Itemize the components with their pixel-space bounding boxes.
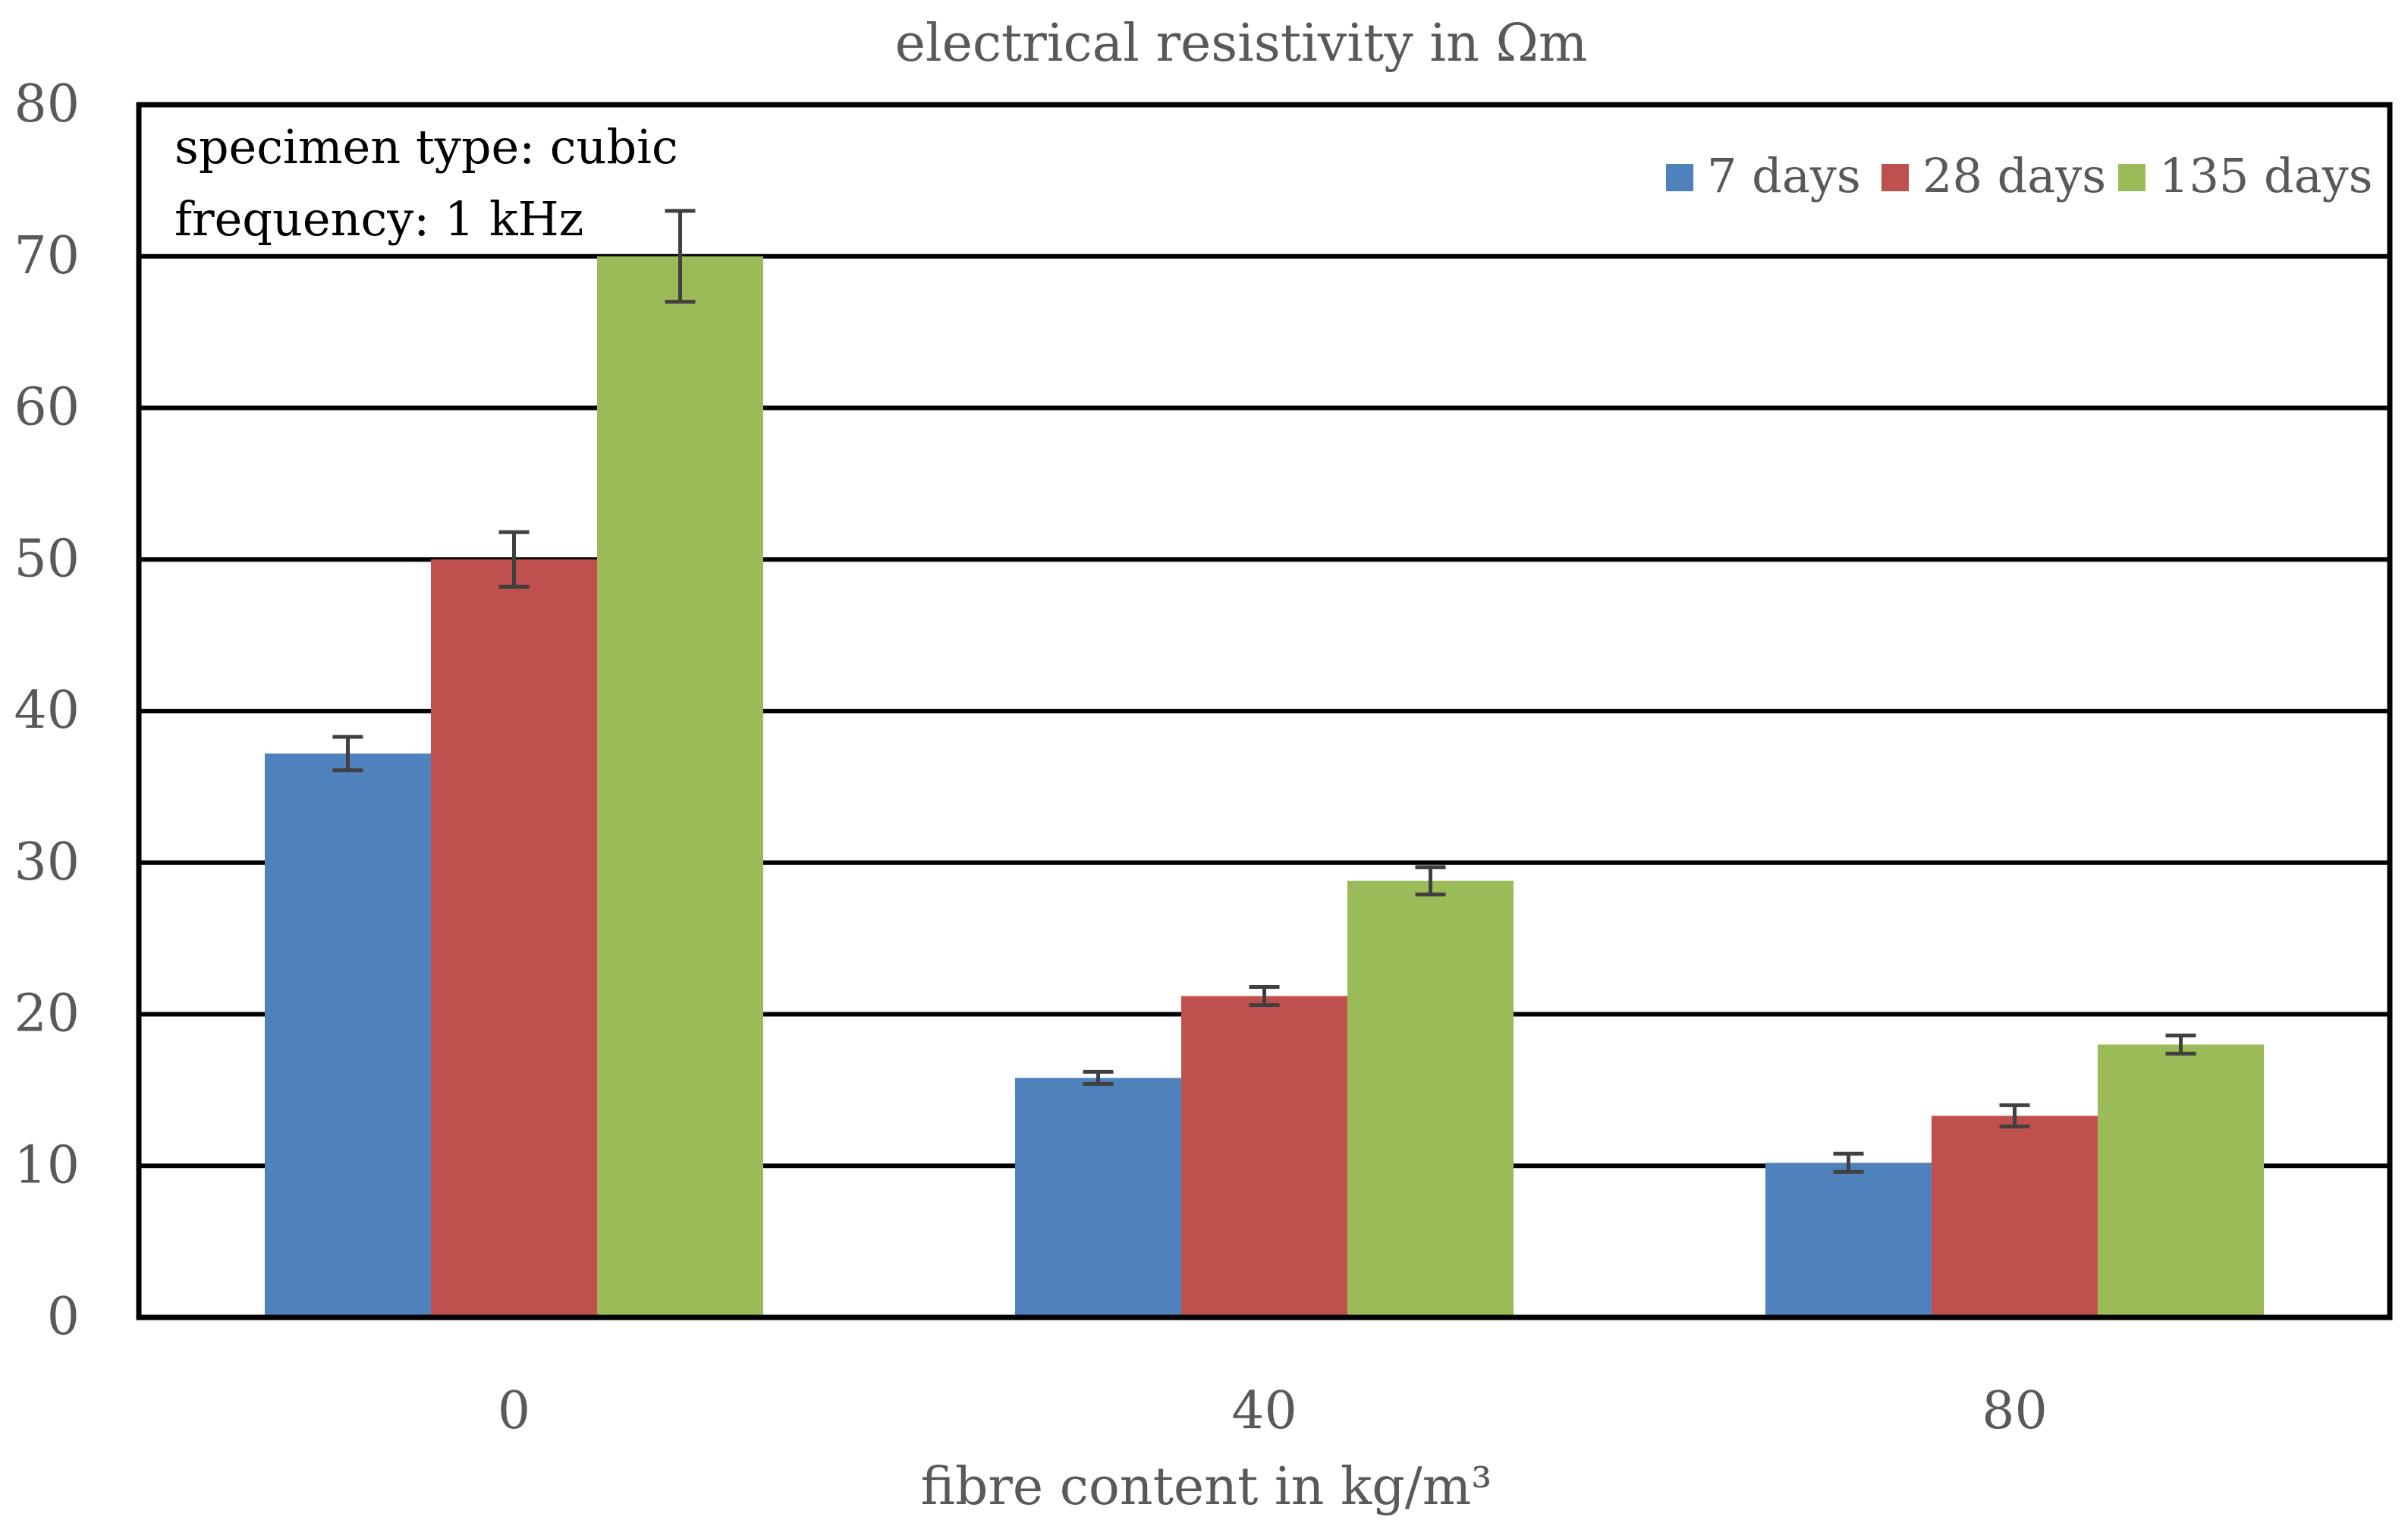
y-tick-label: 70	[14, 226, 80, 286]
y-axis-tick-labels: 0 10 20 30 40 50 60 70 80	[14, 74, 80, 1347]
legend-swatch-135-days	[2118, 164, 2146, 191]
y-tick-label: 0	[47, 1287, 80, 1347]
bars	[265, 256, 2264, 1317]
bar-7-days-cat-80	[1765, 1163, 1932, 1317]
legend-swatch-28-days	[1881, 164, 1909, 191]
x-tick-label: 80	[1982, 1381, 2048, 1441]
chart-title: electrical resistivity in Ωm	[895, 14, 1588, 74]
legend: 7 days 28 days 135 days	[1666, 148, 2373, 203]
bar-28-days-cat-40	[1181, 996, 1347, 1317]
bar-28-days-cat-0	[431, 559, 597, 1317]
y-tick-label: 60	[14, 378, 80, 438]
y-tick-label: 40	[14, 681, 80, 741]
plot-area-border	[136, 102, 2393, 1320]
error-bars	[332, 209, 2196, 1174]
legend-swatch-7-days	[1666, 164, 1693, 191]
y-tick-label: 20	[14, 984, 80, 1044]
y-tick-label: 30	[14, 832, 80, 892]
x-axis-label: fibre content in kg/m³	[921, 1457, 1492, 1517]
bar-7-days-cat-0	[265, 753, 431, 1317]
legend-label-7-days: 7 days	[1707, 148, 1861, 203]
legend-label-135-days: 135 days	[2159, 148, 2373, 203]
bar-28-days-cat-80	[1932, 1116, 2098, 1317]
bar-135-days-cat-80	[2098, 1044, 2264, 1317]
annotation-frequency: frequency: 1 kHz	[174, 191, 583, 247]
bar-135-days-cat-40	[1347, 880, 1514, 1317]
x-tick-label: 40	[1231, 1381, 1297, 1441]
bar-7-days-cat-40	[1015, 1078, 1181, 1317]
legend-label-28-days: 28 days	[1922, 148, 2106, 203]
y-tick-label: 50	[14, 529, 80, 589]
y-tick-label: 10	[14, 1135, 80, 1195]
y-tick-label: 80	[14, 74, 80, 134]
bar-135-days-cat-0	[597, 256, 763, 1317]
annotation-specimen-type: specimen type: cubic	[174, 119, 678, 175]
x-axis-tick-labels: 0 40 80	[498, 1381, 2048, 1441]
x-tick-label: 0	[498, 1381, 530, 1441]
